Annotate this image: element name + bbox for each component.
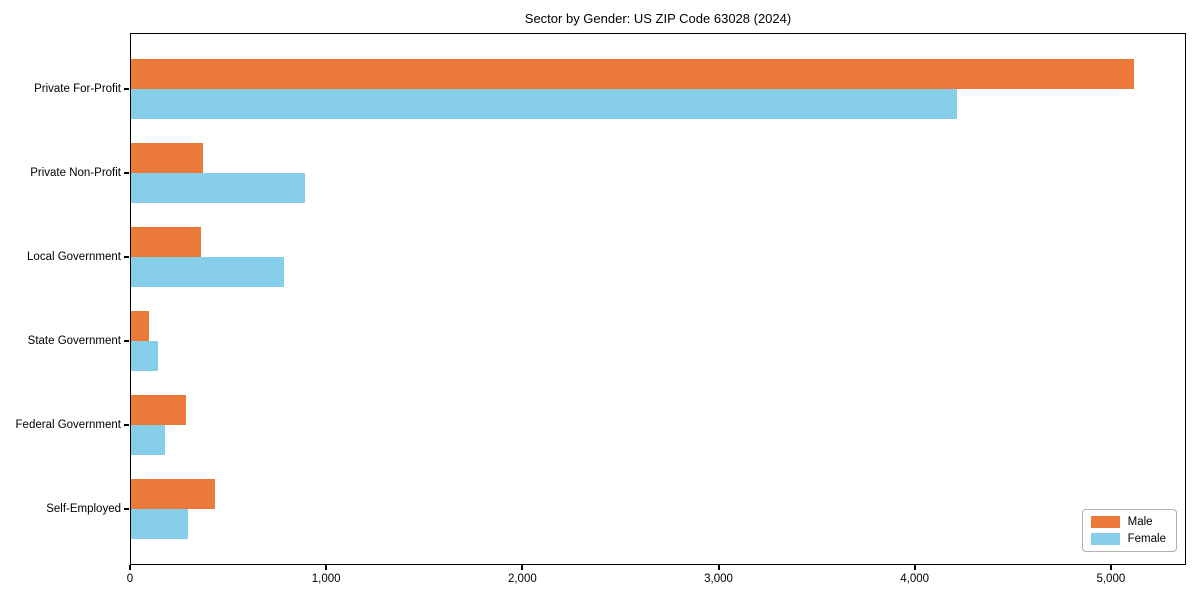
plot-area: Private For-Profit Private Non-Profit Loca… (16, 33, 1186, 565)
bar-male (131, 395, 186, 425)
bar-female (131, 173, 306, 203)
legend-swatch-male (1090, 516, 1120, 528)
y-tick-mark (124, 256, 129, 258)
category-row: Private Non-Profit (30, 143, 1185, 203)
bar-female (131, 425, 166, 455)
x-tick-mark (325, 565, 328, 570)
bar-male (131, 59, 1134, 89)
bar-female (131, 341, 159, 371)
bar-male (131, 311, 149, 341)
x-tick-mark (717, 565, 720, 570)
category-row: Local Government (27, 227, 1185, 287)
legend-item-male: Male (1090, 516, 1166, 528)
x-tick-label: 0 (126, 573, 134, 585)
category-row: Federal Government (16, 395, 1185, 455)
y-tick-mark (124, 340, 129, 342)
bar-female (131, 89, 958, 119)
y-tick-label: Private Non-Profit (30, 167, 121, 179)
chart-title: Sector by Gender: US ZIP Code 63028 (202… (524, 11, 792, 26)
x-tick-label: 3,000 (704, 573, 733, 585)
y-tick-mark (124, 172, 129, 174)
bar-female (131, 257, 284, 287)
x-tick-mark (129, 565, 131, 570)
x-tick-mark (521, 565, 524, 570)
x-tick-label: 2,000 (507, 573, 537, 585)
legend-label-male: Male (1127, 516, 1153, 528)
x-tick-label: 5,000 (1096, 573, 1126, 585)
legend: Male Female (1081, 509, 1177, 552)
x-tick-mark (1109, 565, 1112, 570)
category-row: Private For-Profit (34, 59, 1185, 119)
legend-swatch-female (1090, 533, 1120, 545)
x-tick-mark (913, 565, 916, 570)
y-tick-label: Self-Employed (46, 503, 121, 515)
y-tick-label: Local Government (27, 251, 121, 263)
y-tick-label: State Government (27, 335, 121, 347)
x-tick-label: 1,000 (311, 573, 341, 585)
category-row: State Government (28, 311, 1185, 371)
y-tick-mark (124, 508, 129, 510)
bar-male (131, 479, 216, 509)
y-tick-mark (124, 88, 129, 90)
bar-female (131, 509, 188, 539)
y-tick-label: Federal Government (15, 419, 121, 431)
x-tick-label: 4,000 (900, 573, 930, 585)
x-axis: 0 1,000 2,000 3,000 4,000 5,000 (126, 565, 1186, 595)
y-tick-label: Private For-Profit (34, 83, 121, 95)
category-row: Self-Employed (46, 479, 1185, 539)
legend-item-female: Female (1090, 533, 1166, 545)
bar-male (131, 143, 204, 173)
bar-male (131, 227, 202, 257)
y-tick-mark (124, 424, 129, 426)
legend-label-female: Female (1127, 533, 1166, 545)
